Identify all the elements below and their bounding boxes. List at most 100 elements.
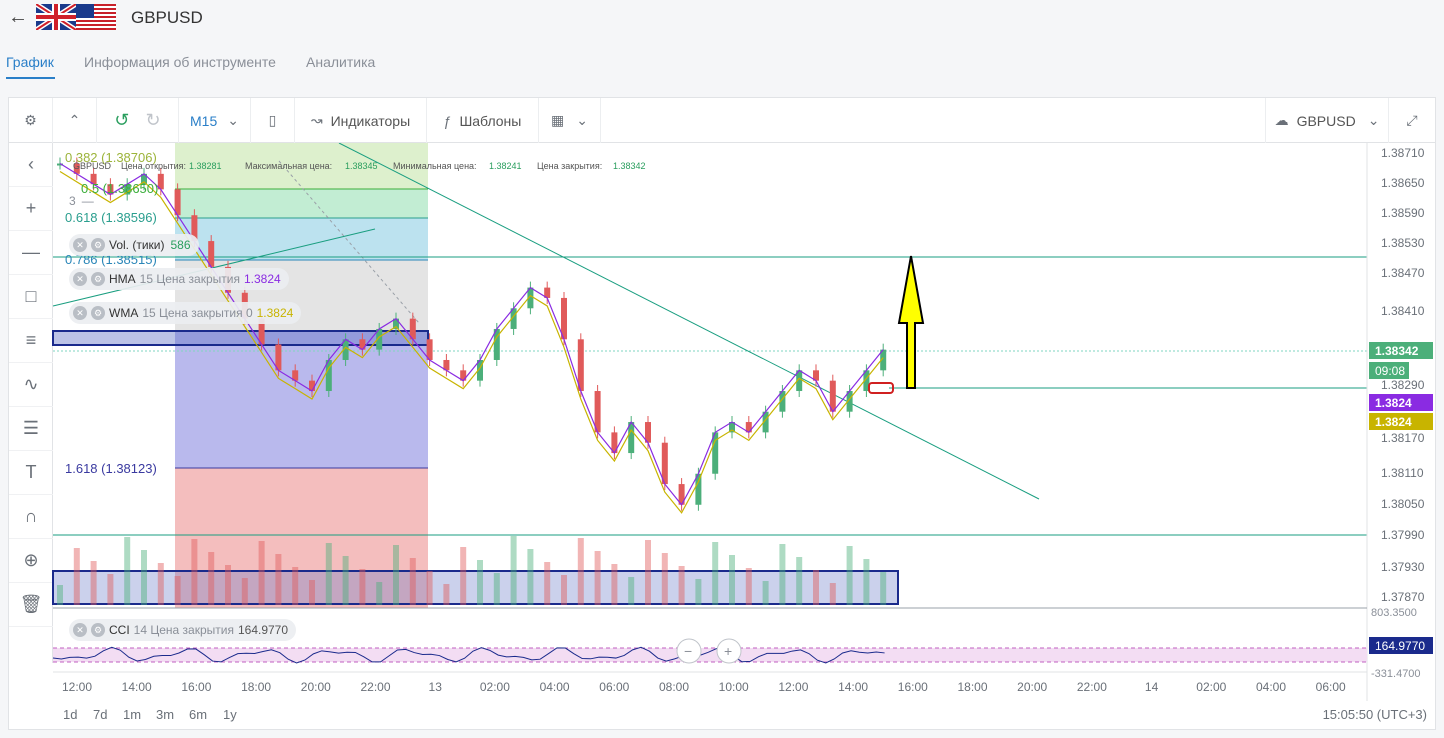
gear-icon[interactable]: ⚙ bbox=[91, 306, 105, 320]
gear-icon[interactable]: ⚙ bbox=[91, 238, 105, 252]
range-1m[interactable]: 1m bbox=[123, 707, 142, 722]
close-icon[interactable]: ✕ bbox=[73, 238, 87, 252]
candlestick-type-icon[interactable]: ▯ bbox=[251, 98, 295, 143]
legend-vol-name: Vol. (тики) bbox=[109, 238, 165, 252]
volume-bar bbox=[359, 569, 366, 605]
candle-body bbox=[712, 432, 719, 474]
redo-icon[interactable]: ↻ bbox=[145, 110, 161, 130]
volume-bar bbox=[678, 566, 685, 605]
volume-bar bbox=[813, 570, 819, 605]
calendar-icon: ▦ bbox=[551, 112, 565, 128]
symbol-select[interactable]: ☁ GBPUSD ⌄ bbox=[1265, 98, 1389, 143]
volume-bar bbox=[426, 571, 433, 605]
cloud-upload-icon: ☁ bbox=[1274, 112, 1289, 128]
volume-bar bbox=[796, 557, 803, 605]
text-tool-icon[interactable]: T bbox=[9, 451, 53, 495]
gear-icon[interactable]: ⚙ bbox=[91, 272, 105, 286]
trendline-up[interactable] bbox=[52, 228, 376, 307]
close-icon[interactable]: ✕ bbox=[73, 623, 87, 637]
ohlc-close-label: Цена закрытия: bbox=[537, 161, 602, 171]
tab-analytics[interactable]: Аналитика bbox=[306, 54, 376, 70]
legend-wma[interactable]: ✕ ⚙ WMA 15 Цена закрытия 0 1.3824 bbox=[69, 302, 302, 324]
fullscreen-icon[interactable]: ⤢ bbox=[1406, 112, 1418, 128]
volume-bar bbox=[745, 568, 752, 605]
time-axis-label: 20:00 bbox=[301, 680, 331, 694]
zone-rectangle-lower[interactable] bbox=[52, 570, 899, 605]
volume-bar bbox=[628, 577, 635, 605]
price-chart[interactable]: 1.38710 1.38650 1.38590 1.38530 1.38470 1.384… bbox=[9, 143, 1435, 701]
pattern-tool-icon[interactable]: ∿ bbox=[9, 363, 53, 407]
fib-zone-0618 bbox=[175, 218, 428, 260]
candle-body bbox=[208, 241, 215, 267]
price-axis-label: 1.37930 bbox=[1381, 560, 1425, 574]
legend-hma-name: HMA bbox=[109, 272, 136, 286]
ohlc-high-value: 1.38345 bbox=[345, 161, 378, 171]
highlight-marker[interactable] bbox=[868, 382, 894, 394]
legend-cci[interactable]: ✕ ⚙ CCI 14 Цена закрытия 164.9770 bbox=[69, 619, 297, 641]
zoom-out-button[interactable] bbox=[676, 638, 702, 664]
time-axis-label: 16:00 bbox=[181, 680, 211, 694]
legend-hma[interactable]: ✕ ⚙ HMA 15 Цена закрытия 1.3824 bbox=[69, 268, 289, 290]
time-axis-label: 20:00 bbox=[1017, 680, 1047, 694]
trash-icon[interactable]: 🗑 bbox=[9, 583, 53, 627]
timeframe-select[interactable]: M15 ⌄ bbox=[179, 98, 251, 143]
legend-vol[interactable]: ✕ ⚙ Vol. (тики) 586 bbox=[69, 234, 199, 256]
volume-bar bbox=[577, 538, 584, 605]
collapse-left-icon[interactable]: ‹ bbox=[9, 143, 53, 187]
up-arrow-annotation[interactable] bbox=[897, 255, 925, 389]
candle-body bbox=[157, 173, 164, 190]
chevron-down-icon: ⌄ bbox=[227, 112, 239, 128]
chevron-down-icon: ⌄ bbox=[576, 112, 588, 128]
close-icon[interactable]: ✕ bbox=[73, 306, 87, 320]
price-axis: 1.38710 1.38650 1.38590 1.38530 1.38470 1.384… bbox=[1381, 146, 1425, 604]
fib-label-0618: 0.618 (1.38596) bbox=[65, 210, 157, 225]
templates-button[interactable]: ƒ Шаблоны bbox=[427, 98, 539, 143]
fib-zone-1 bbox=[175, 330, 428, 468]
magnet-icon[interactable]: ∩ bbox=[9, 495, 53, 539]
zoom-icon[interactable]: ⊕ bbox=[9, 539, 53, 583]
undo-icon[interactable]: ↺ bbox=[114, 110, 130, 130]
trendline-down[interactable] bbox=[338, 143, 1040, 500]
indicators-label: Индикаторы bbox=[330, 112, 411, 129]
volume-bar bbox=[258, 541, 265, 605]
ohlc-low-label: Минимальная цена: bbox=[393, 161, 477, 171]
range-1d[interactable]: 1d bbox=[63, 707, 78, 722]
tab-instrument-info[interactable]: Информация об инструменте bbox=[84, 54, 276, 70]
zoom-in-button[interactable] bbox=[716, 638, 742, 664]
range-6m[interactable]: 6m bbox=[189, 707, 208, 722]
calendar-select[interactable]: ▦ ⌄ bbox=[539, 98, 601, 143]
indicator-counter[interactable]: 3— bbox=[69, 190, 94, 212]
arrow-left-icon[interactable]: ← bbox=[8, 6, 28, 28]
gear-icon[interactable]: ⚙ bbox=[91, 623, 105, 637]
range-7d[interactable]: 7d bbox=[93, 707, 108, 722]
volume-bars bbox=[57, 536, 887, 605]
volume-bar bbox=[124, 537, 131, 605]
time-axis-label: 12:00 bbox=[62, 680, 92, 694]
price-axis-label: 1.38410 bbox=[1381, 304, 1425, 318]
channel-tool-icon[interactable]: ≡ bbox=[9, 319, 53, 363]
range-3m[interactable]: 3m bbox=[156, 707, 175, 722]
chevron-up-icon[interactable]: ⌃ bbox=[53, 98, 97, 143]
time-axis: 12:00 14:00 16:00 18:00 20:00 22:00 13 02:00 04:… bbox=[62, 680, 1346, 694]
price-axis-label: 1.38710 bbox=[1381, 146, 1425, 160]
cci-axis-bottom: -331.4700 bbox=[1371, 668, 1421, 680]
fib-zone-0382 bbox=[175, 143, 428, 189]
range-1y[interactable]: 1y bbox=[223, 707, 237, 722]
legend-vol-value: 586 bbox=[170, 238, 191, 252]
fib-tool-icon[interactable]: ☰ bbox=[9, 407, 53, 451]
cci-value-tag-text: 164.9770 bbox=[1375, 639, 1425, 653]
volume-bar bbox=[325, 543, 332, 605]
volume-bar bbox=[510, 536, 517, 605]
time-axis-label: 08:00 bbox=[659, 680, 689, 694]
zone-rectangle-upper[interactable] bbox=[52, 330, 429, 346]
rectangle-tool-icon[interactable]: □ bbox=[9, 275, 53, 319]
ohlc-info: GBPUSD Цена открытия: 1.38281 Максимальн… bbox=[73, 161, 646, 171]
tab-chart[interactable]: График bbox=[6, 54, 54, 70]
volume-bar bbox=[477, 560, 483, 605]
candle-body bbox=[393, 318, 399, 329]
settings-gear-icon[interactable]: ⚙ bbox=[9, 98, 53, 143]
indicators-button[interactable]: ↝ Индикаторы bbox=[295, 98, 427, 143]
line-tool-icon[interactable]: — bbox=[9, 231, 53, 275]
close-icon[interactable]: ✕ bbox=[73, 272, 87, 286]
crosshair-icon[interactable]: + bbox=[9, 187, 53, 231]
